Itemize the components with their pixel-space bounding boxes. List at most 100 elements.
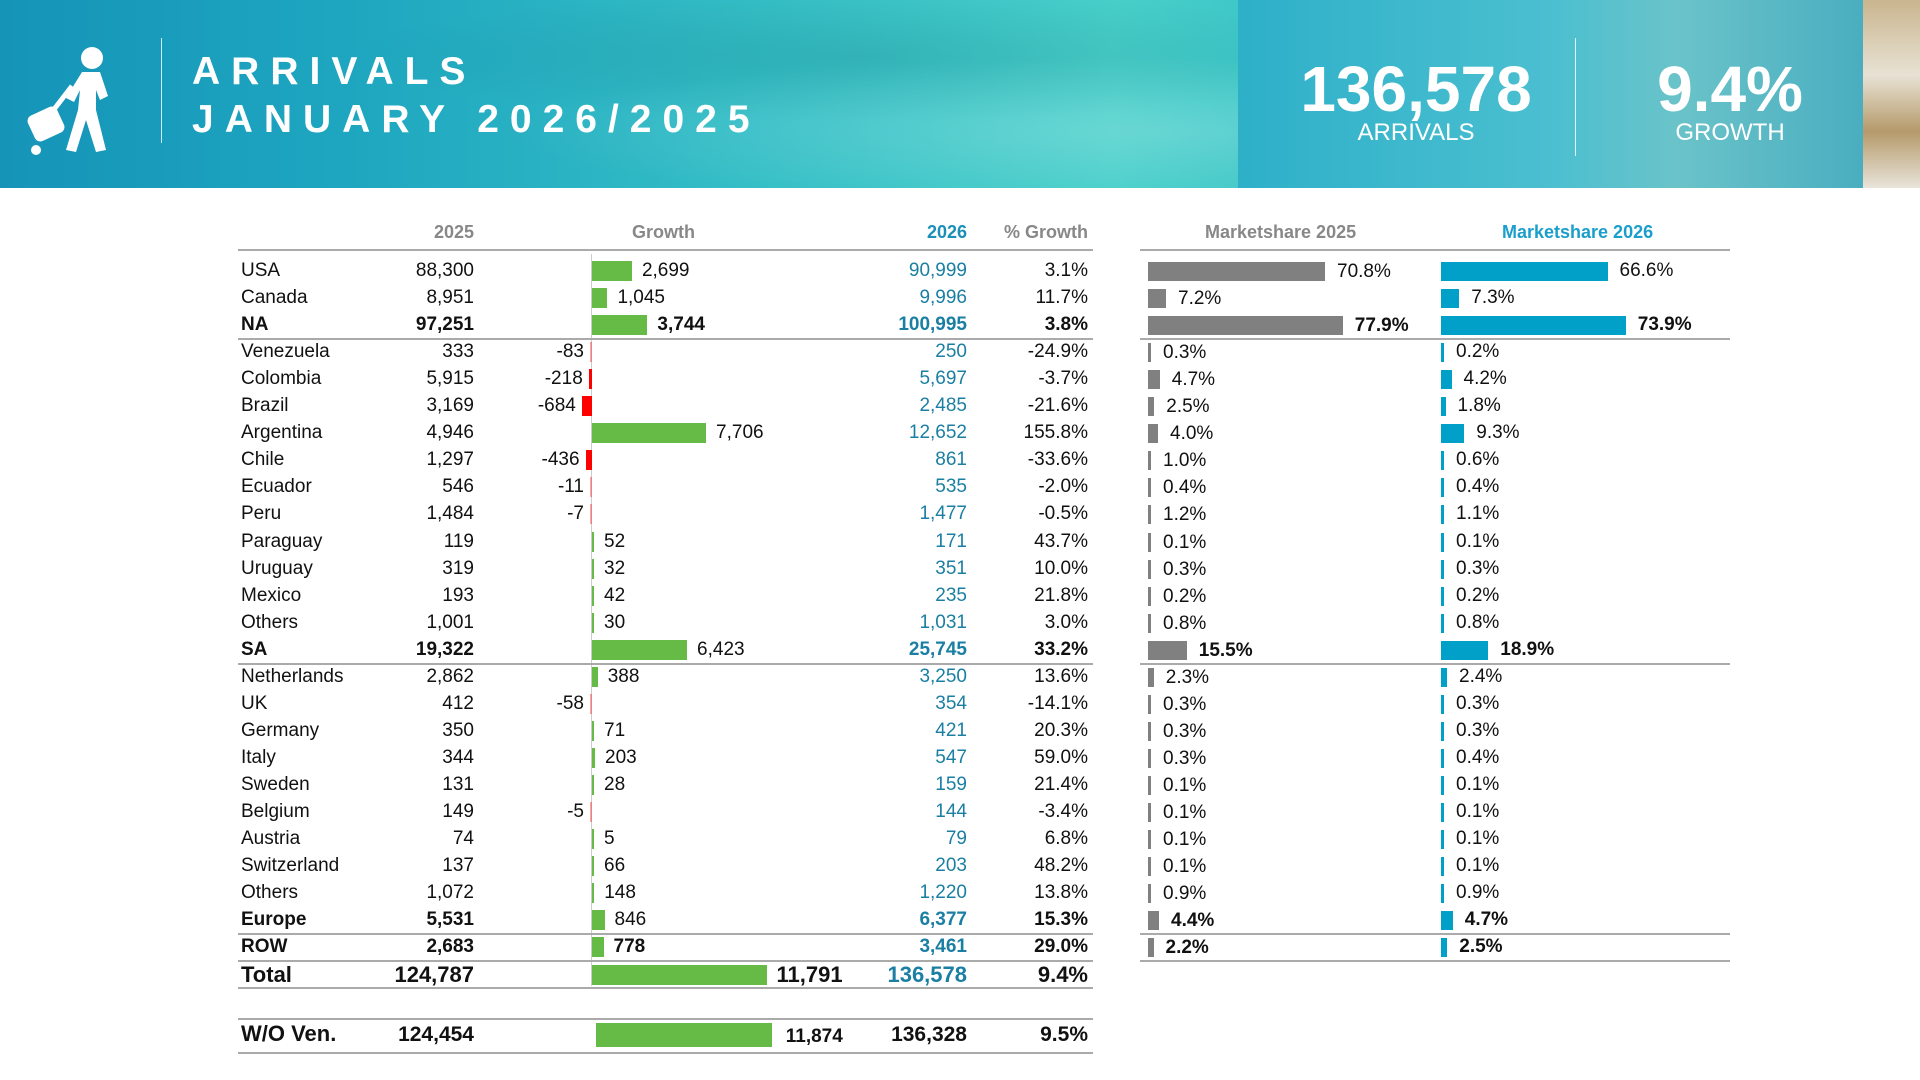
- marketshare-2026-bar: [1441, 775, 1444, 795]
- growth-label: 3,744: [657, 314, 705, 336]
- marketshare-2025-bar: [1148, 667, 1154, 687]
- growth-label: 30: [604, 611, 626, 633]
- value-2026: 2,485: [919, 395, 967, 417]
- pct-growth: 3.0%: [1044, 611, 1088, 633]
- pct-growth: 6.8%: [1044, 828, 1088, 850]
- marketshare-2025-bar: [1148, 370, 1160, 390]
- value-2026: 12,652: [908, 422, 967, 444]
- value-2025: 88,300: [415, 260, 474, 281]
- marketshare-2025-bar: [1148, 748, 1151, 768]
- marketshare-2026-bar: [1441, 911, 1453, 931]
- marketshare-2025-bar: [1148, 884, 1151, 904]
- marketshare-2026-bar: [1441, 938, 1448, 958]
- marketshare-2025-label: 0.3%: [1163, 693, 1207, 715]
- pct-growth: -0.5%: [1038, 503, 1088, 525]
- pct-growth: -3.7%: [1038, 368, 1088, 390]
- marketshare-2025-label: 0.1%: [1163, 856, 1207, 878]
- growth-label: 52: [604, 530, 626, 552]
- row-name: Others: [241, 882, 299, 904]
- value-2026: 1,220: [919, 882, 967, 904]
- marketshare-2025-label: 0.3%: [1163, 720, 1207, 742]
- row-separator: [1140, 338, 1730, 341]
- pct-growth: 15.3%: [1034, 909, 1088, 931]
- marketshare-2025-label: 7.2%: [1178, 288, 1222, 310]
- marketshare-2026-label: 0.1%: [1456, 530, 1500, 552]
- growth-bar: [590, 802, 592, 822]
- growth-label: 32: [604, 557, 626, 579]
- row-name: Argentina: [241, 422, 323, 444]
- value-2025: 74: [452, 828, 474, 850]
- row-name: Ecuador: [241, 476, 312, 498]
- marketshare-2025-bar: [1148, 451, 1151, 471]
- marketshare-2026-bar: [1441, 289, 1460, 309]
- marketshare-2025-bar: [1148, 478, 1151, 498]
- pct-growth: -3.4%: [1038, 801, 1088, 822]
- row-name: Brazil: [241, 395, 289, 417]
- growth-bar: [592, 856, 594, 877]
- growth-label: -218: [544, 368, 583, 390]
- marketshare-2026-label: 0.4%: [1456, 476, 1500, 498]
- value-2025: 2,683: [426, 936, 474, 958]
- row-name: Europe: [241, 909, 307, 931]
- row-separator: [238, 933, 1093, 936]
- row-name: Others: [241, 611, 299, 633]
- marketshare-2026-label: 2.4%: [1459, 665, 1503, 687]
- row-name: NA: [241, 314, 269, 336]
- marketshare-2025-bar: [1148, 694, 1151, 714]
- row-separator: [238, 662, 1093, 665]
- pct-growth: 10.0%: [1034, 557, 1088, 579]
- growth-label: -11: [557, 476, 584, 498]
- marketshare-2025-label: 15.5%: [1198, 639, 1253, 661]
- marketshare-2025-label: 2.2%: [1165, 937, 1209, 959]
- growth-bar: [592, 910, 605, 931]
- growth-bar: [592, 261, 632, 281]
- pct-growth: -21.6%: [1027, 395, 1088, 417]
- marketshare-2025-label: 70.8%: [1337, 261, 1391, 282]
- report-title: ARRIVALS: [192, 50, 477, 93]
- kpi-growth-value: 9.4%: [1657, 53, 1803, 125]
- report-period: JANUARY 2026/2025: [192, 98, 761, 141]
- marketshare-2025-label: 2.3%: [1165, 666, 1210, 688]
- growth-label: 2,699: [641, 260, 690, 281]
- marketshare-2026-bar: [1441, 451, 1444, 471]
- beach-photo-strip: [1863, 0, 1920, 188]
- row-separator: [238, 1018, 1093, 1020]
- growth-bar: [592, 666, 598, 687]
- value-2025: 4,946: [426, 422, 474, 444]
- growth-bar: [581, 396, 592, 417]
- value-2025: 193: [442, 584, 474, 606]
- row-name: ROW: [241, 936, 288, 958]
- row-name: Germany: [241, 719, 320, 741]
- value-2025: 5,915: [426, 368, 474, 390]
- value-2025: 137: [442, 855, 474, 877]
- growth-bar: [592, 639, 688, 660]
- growth-bar: [592, 747, 595, 768]
- row-name: USA: [241, 260, 281, 281]
- column-header-marketshare-2026: Marketshare 2026: [1502, 222, 1654, 242]
- growth-bar: [590, 342, 592, 363]
- marketshare-2026-label: 0.6%: [1456, 449, 1500, 471]
- marketshare-2025-bar: [1148, 586, 1151, 606]
- growth-label: 11,791: [776, 962, 843, 987]
- marketshare-2025-label: 0.1%: [1163, 774, 1207, 796]
- marketshare-2025-bar: [1148, 830, 1151, 850]
- value-2026: 136,328: [891, 1023, 967, 1046]
- marketshare-2026-bar: [1441, 667, 1447, 687]
- pct-growth: 21.4%: [1034, 773, 1088, 795]
- marketshare-2026-label: 66.6%: [1619, 260, 1674, 281]
- marketshare-2026-bar: [1441, 640, 1489, 660]
- value-2026: 79: [945, 828, 967, 850]
- marketshare-2025-label: 0.8%: [1163, 612, 1207, 634]
- marketshare-2026-label: 0.1%: [1456, 855, 1500, 877]
- value-2026: 25,745: [908, 638, 967, 660]
- marketshare-2026-bar: [1441, 370, 1452, 390]
- marketshare-2026-label: 0.2%: [1456, 341, 1500, 363]
- marketshare-2025-bar: [1148, 938, 1154, 958]
- marketshare-2025-label: 77.9%: [1354, 315, 1409, 337]
- marketshare-2026-bar: [1441, 694, 1444, 714]
- growth-bar: [592, 423, 707, 444]
- row-separator: [1140, 960, 1730, 963]
- growth-bar: [592, 883, 595, 904]
- value-2026: 90,999: [908, 260, 967, 281]
- marketshare-2026-bar: [1441, 830, 1444, 850]
